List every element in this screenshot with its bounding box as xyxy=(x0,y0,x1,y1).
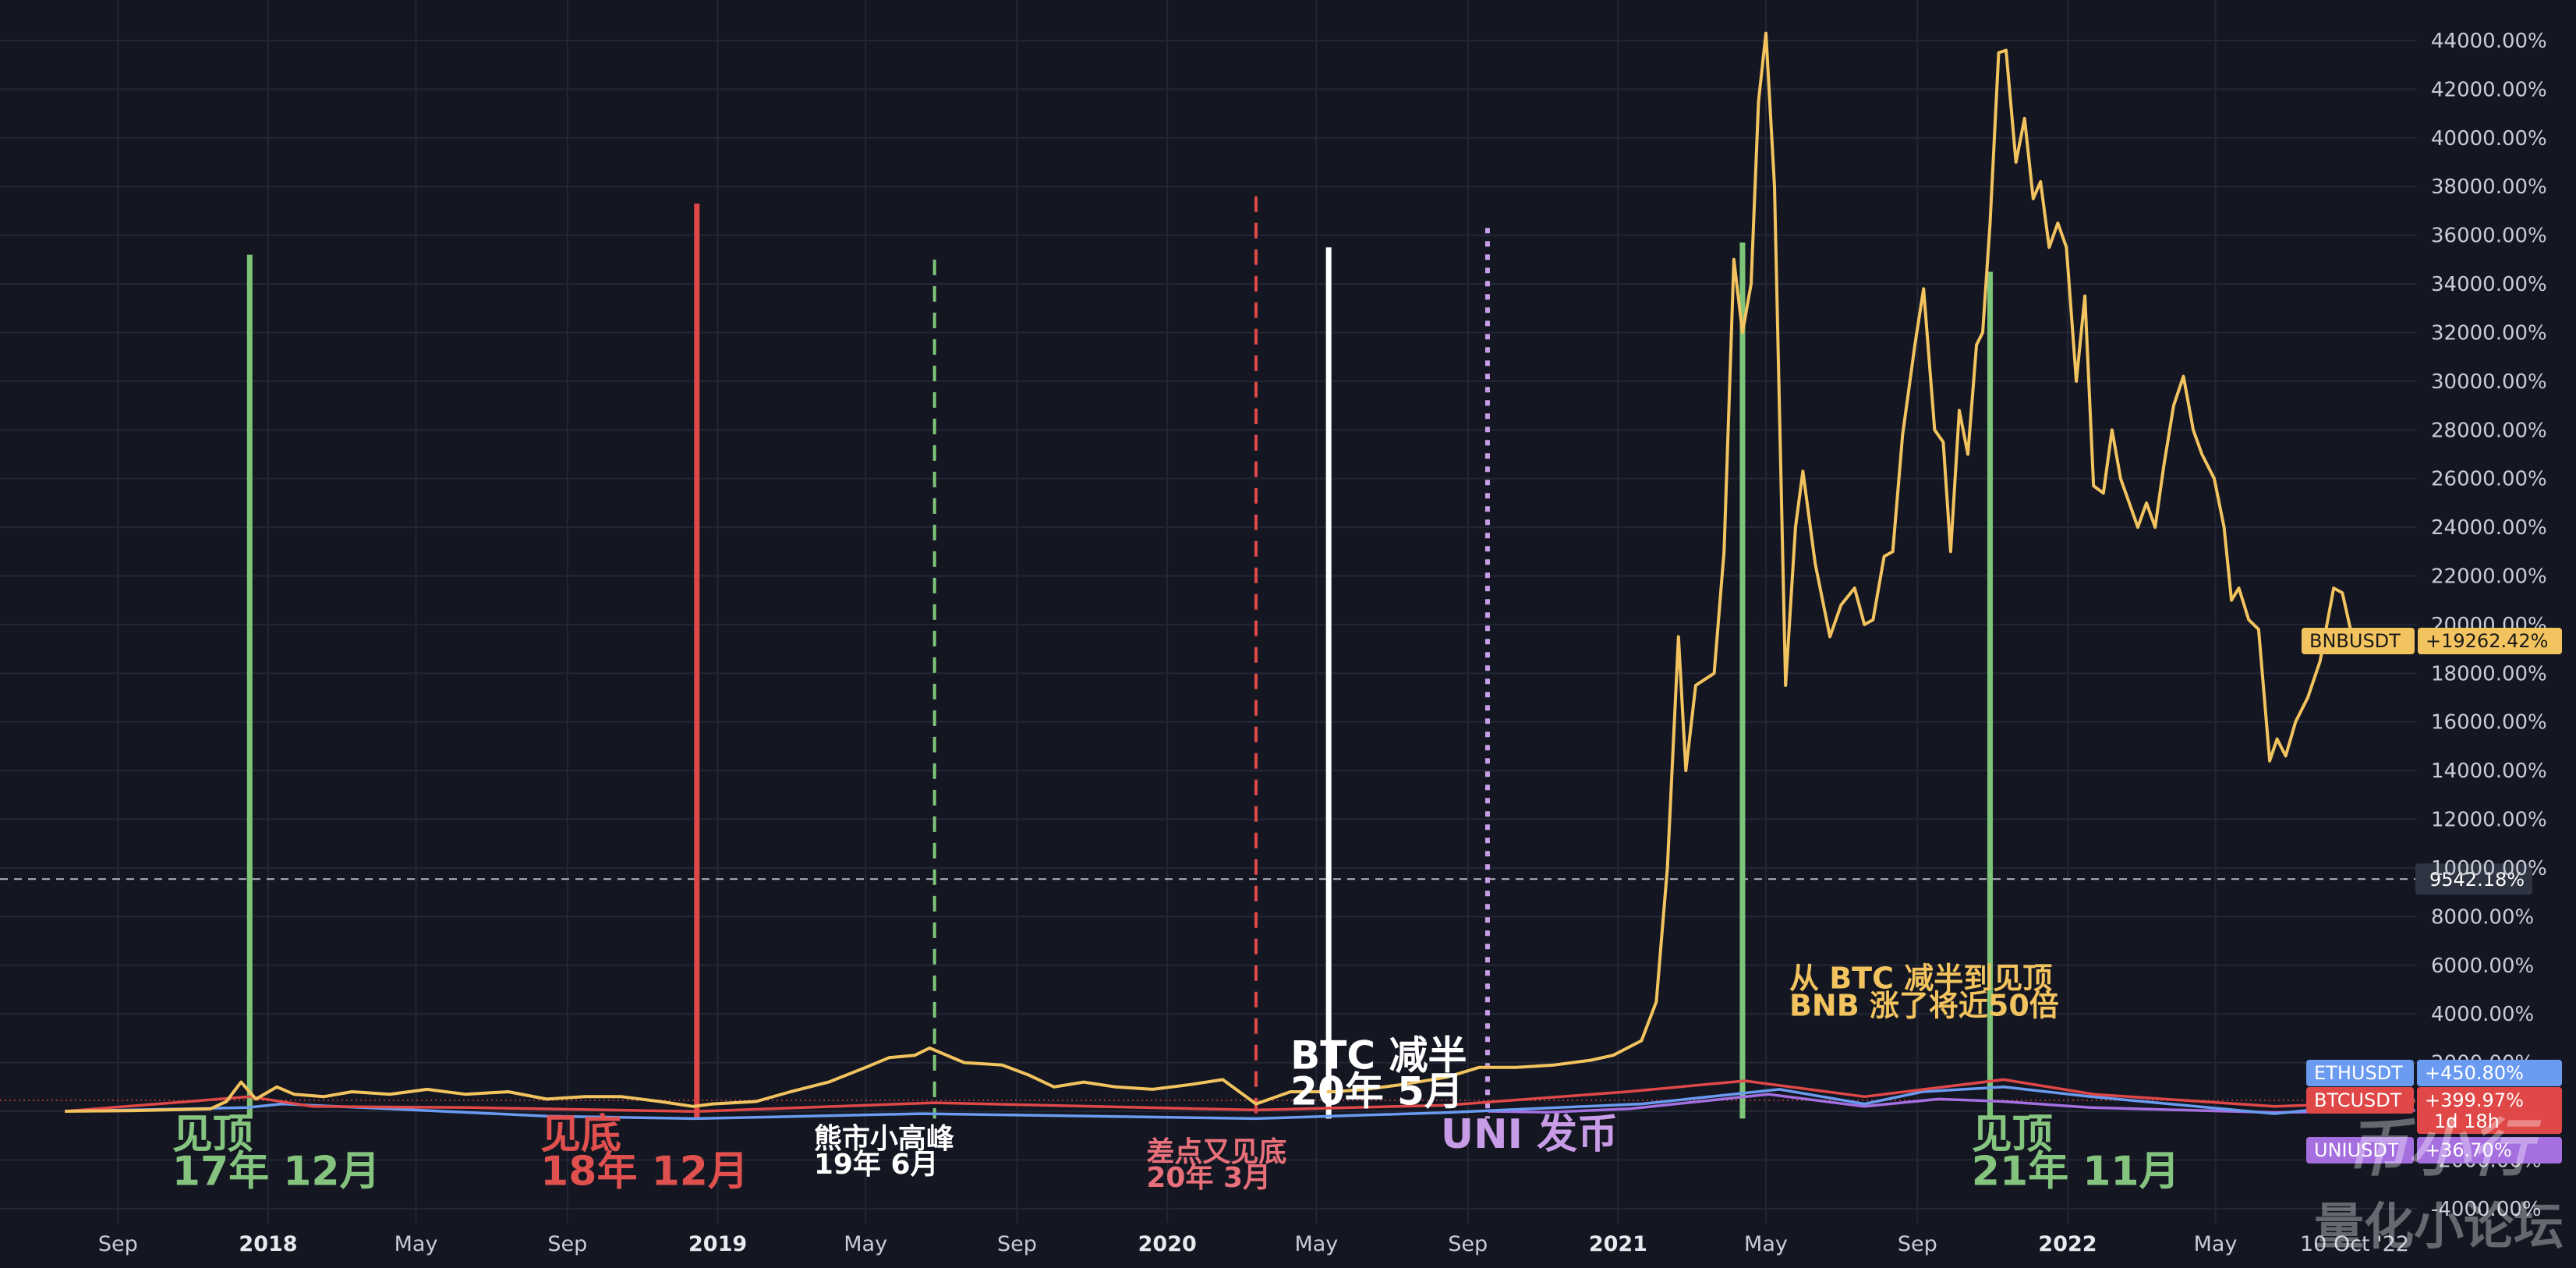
x-axis: Sep 2018 May Sep 2019 May Sep 2020 May Sep 2021 May… xyxy=(98,1232,2409,1256)
annotation-text: 21年 11月 xyxy=(1972,1149,2180,1195)
y-tick-label: 38000.00% xyxy=(2431,175,2547,199)
annotation-text: 从 BTC 减半到见顶 xyxy=(1789,961,2052,995)
y-tick-label: 42000.00% xyxy=(2431,78,2547,101)
y-tick-label: 10000.00% xyxy=(2431,857,2547,880)
y-tick-label: 44000.00% xyxy=(2431,30,2547,53)
y-tick-label: 6000.00% xyxy=(2431,955,2534,978)
series-name-label: UNIUSDT xyxy=(2314,1139,2399,1161)
hline-label-box xyxy=(2415,863,2532,895)
annotation-text: 20年 5月 xyxy=(1290,1068,1463,1114)
x-tick-label: May xyxy=(844,1232,887,1256)
y-tick-label: -4000.00% xyxy=(2431,1198,2542,1221)
annotation-text: 20年 3月 xyxy=(1146,1162,1271,1194)
annotation-text: 见底 xyxy=(540,1111,621,1158)
series-change-badge xyxy=(2417,1087,2562,1134)
current-date-label: 10 Oct '22 xyxy=(2300,1232,2409,1256)
series-name-badge xyxy=(2302,628,2415,654)
series-layer xyxy=(65,31,2415,1121)
x-tick-label: Sep xyxy=(1448,1232,1488,1256)
series-change-label: +19262.42% xyxy=(2426,630,2548,652)
series-change-label: +399.97% xyxy=(2425,1089,2524,1111)
y-tick-label: 4000.00% xyxy=(2431,1003,2534,1026)
x-tick-label: May xyxy=(2194,1232,2238,1256)
price-badges: BNBUSDT +19262.42% ETHUSDT +450.80% BTCUSDT +… xyxy=(2302,628,2562,1164)
x-tick-label: Sep xyxy=(547,1232,587,1256)
annotation-text: 17年 12月 xyxy=(172,1149,380,1195)
y-tick-label: 34000.00% xyxy=(2431,273,2547,296)
x-tick-label: 2019 xyxy=(688,1232,747,1256)
annotation-text: UNI 发币 xyxy=(1441,1111,1618,1158)
y-tick-label: 40000.00% xyxy=(2431,127,2547,151)
watermark-text: 量化小论坛 xyxy=(2314,1199,2564,1256)
x-tick-label: May xyxy=(1294,1232,1338,1256)
annotation-text: 18年 12月 xyxy=(540,1149,748,1195)
series-name-label: BTCUSDT xyxy=(2314,1089,2402,1111)
x-tick-label: Sep xyxy=(997,1232,1037,1256)
series-change-badge xyxy=(2417,1137,2562,1164)
annotation-text: 见顶 xyxy=(172,1111,253,1158)
y-tick-label: 22000.00% xyxy=(2431,565,2547,589)
x-tick-label: May xyxy=(395,1232,438,1256)
event-lines xyxy=(246,196,1993,1119)
y-axis: -4000.00%-2000.00%0.00%2000.00%4000.00%6… xyxy=(2431,30,2547,1221)
x-tick-label: 2021 xyxy=(1589,1232,1647,1256)
hline-label: 9542.18% xyxy=(2429,869,2525,891)
series-change-badge xyxy=(2418,628,2562,654)
x-tick-label: May xyxy=(1744,1232,1788,1256)
series-name-badge xyxy=(2306,1087,2414,1114)
series-change-label: +450.80% xyxy=(2425,1062,2524,1084)
series-change-label: +36.70% xyxy=(2425,1139,2512,1161)
annotation-text: 见顶 xyxy=(1972,1111,2053,1158)
y-tick-label: 8000.00% xyxy=(2431,905,2534,929)
series-name-label: ETHUSDT xyxy=(2314,1062,2403,1084)
series-countdown-label: 1d 18h xyxy=(2434,1110,2500,1132)
x-tick-label: Sep xyxy=(1898,1232,1937,1256)
annotation-text: 19年 6月 xyxy=(814,1149,939,1181)
series-name-badge xyxy=(2306,1060,2414,1086)
annotation-text: 熊市小高峰 xyxy=(814,1123,954,1155)
annotation-text: BNB 涨了将近50倍 xyxy=(1789,988,2059,1022)
series-change-badge xyxy=(2417,1060,2562,1086)
series-name-label: BNBUSDT xyxy=(2309,630,2401,652)
annotation-text: BTC 减半 xyxy=(1290,1032,1467,1078)
y-tick-label: 32000.00% xyxy=(2431,321,2547,345)
y-tick-label: 12000.00% xyxy=(2431,809,2547,832)
watermark-text: 币小行 xyxy=(2345,1112,2542,1185)
x-tick-label: 2018 xyxy=(239,1232,297,1256)
y-tick-label: 14000.00% xyxy=(2431,760,2547,783)
series-line-uniusdt xyxy=(1487,1093,2415,1114)
y-tick-label: 30000.00% xyxy=(2431,370,2547,394)
x-tick-label: 2022 xyxy=(2038,1232,2097,1256)
grid-layer xyxy=(0,0,2417,1223)
y-tick-label: 36000.00% xyxy=(2431,225,2547,248)
series-line-btcusdt xyxy=(65,1078,2415,1114)
series-line-bnbusdt xyxy=(65,31,2363,1113)
y-tick-label: 16000.00% xyxy=(2431,711,2547,735)
annotation-text: 差点又见底 xyxy=(1146,1136,1286,1168)
reference-hline: 9542.18% xyxy=(0,863,2532,895)
y-tick-label: 28000.00% xyxy=(2431,419,2547,442)
y-tick-label: 24000.00% xyxy=(2431,516,2547,540)
x-tick-label: 2020 xyxy=(1138,1232,1197,1256)
y-tick-label: 26000.00% xyxy=(2431,468,2547,491)
x-tick-label: Sep xyxy=(98,1232,138,1256)
y-tick-label: 18000.00% xyxy=(2431,662,2547,685)
series-name-badge xyxy=(2306,1137,2414,1164)
